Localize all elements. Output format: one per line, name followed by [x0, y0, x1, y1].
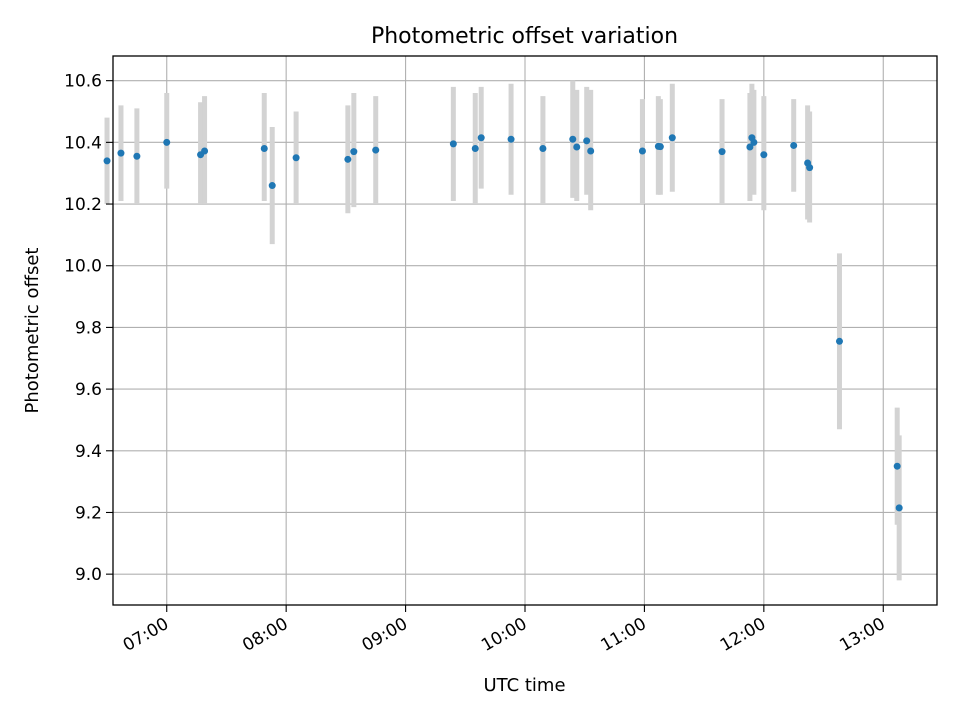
y-tick-label: 9.8 — [75, 318, 102, 338]
y-tick-label: 10.4 — [64, 133, 102, 153]
data-point — [133, 152, 141, 160]
data-point — [117, 149, 125, 157]
data-point — [790, 141, 798, 149]
data-point — [656, 143, 664, 151]
x-tick-label: 08:00 — [239, 614, 291, 656]
y-tick-label: 10.6 — [64, 72, 102, 92]
data-point — [471, 145, 479, 153]
data-point — [268, 182, 276, 190]
data-point — [103, 157, 111, 165]
data-point — [895, 504, 903, 512]
y-tick-label: 9.6 — [75, 380, 102, 400]
x-tick-label: 11:00 — [597, 614, 649, 656]
data-point — [292, 154, 300, 162]
data-point — [477, 134, 485, 142]
data-points — [103, 134, 903, 512]
x-tick-label: 10:00 — [478, 614, 530, 656]
data-point — [806, 164, 814, 172]
y-axis-ticks: 9.0 9.2 9.4 9.6 9.8 10.0 10.2 10.4 10.6 — [64, 72, 113, 585]
x-tick-label: 12:00 — [717, 614, 769, 656]
data-point — [760, 151, 768, 159]
data-point — [746, 143, 754, 151]
y-tick-label: 10.2 — [64, 195, 102, 215]
data-point — [372, 146, 380, 154]
data-point — [350, 148, 358, 156]
chart-title: Photometric offset variation — [371, 24, 678, 49]
y-tick-label: 9.4 — [75, 442, 102, 462]
data-point — [539, 145, 547, 153]
x-tick-label: 07:00 — [120, 614, 172, 656]
data-point — [668, 134, 676, 142]
data-point — [638, 147, 646, 155]
y-tick-label: 10.0 — [64, 257, 102, 277]
data-point — [835, 337, 843, 345]
data-point — [893, 462, 901, 470]
x-axis-ticks: 07:00 08:00 09:00 10:00 11:00 12:00 13:00 — [120, 605, 889, 656]
y-axis-label: Photometric offset — [22, 248, 43, 414]
data-point — [344, 155, 352, 163]
data-point — [163, 138, 171, 146]
y-tick-label: 9.0 — [75, 565, 102, 585]
data-point — [718, 148, 726, 156]
x-tick-label: 13:00 — [836, 614, 888, 656]
data-point — [750, 138, 758, 146]
x-axis-label: UTC time — [483, 675, 565, 696]
error-bars — [104, 80, 902, 581]
data-point — [201, 147, 209, 155]
grid-lines — [113, 56, 937, 605]
data-point — [260, 145, 268, 153]
data-point — [573, 143, 581, 151]
data-point — [449, 140, 457, 148]
x-tick-label: 09:00 — [359, 614, 411, 656]
y-tick-label: 9.2 — [75, 503, 102, 523]
data-point — [569, 135, 577, 143]
data-point — [507, 135, 515, 143]
data-point — [587, 147, 595, 155]
data-point — [583, 137, 591, 145]
